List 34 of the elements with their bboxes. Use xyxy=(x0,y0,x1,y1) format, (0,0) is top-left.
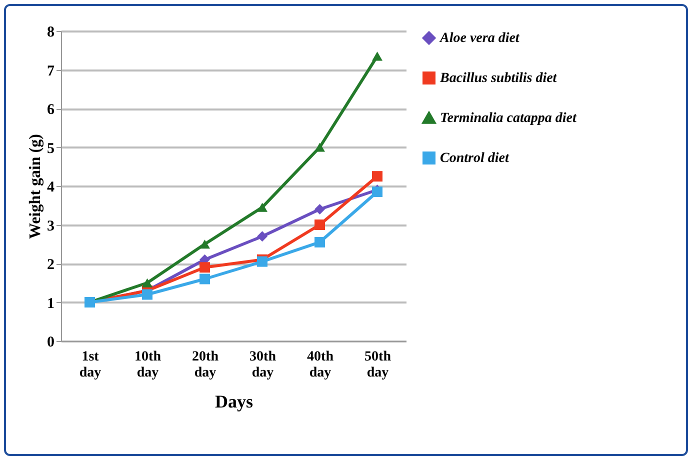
x-tick-label: 40th day xyxy=(307,350,334,380)
legend-label: Control diet xyxy=(440,151,510,166)
point xyxy=(257,231,268,242)
point xyxy=(200,274,210,284)
x-tick-label: 10th day xyxy=(134,350,162,380)
point xyxy=(314,236,325,248)
point xyxy=(314,220,325,230)
point xyxy=(142,278,152,288)
x-tick-label: 30th day xyxy=(250,350,276,380)
point xyxy=(257,202,268,212)
y-tick-label: 2 xyxy=(47,257,54,273)
point xyxy=(314,142,325,152)
point xyxy=(200,262,210,273)
x-axis-title: Days xyxy=(214,392,254,412)
legend-label: Bacillus subtilis diet xyxy=(439,71,558,86)
y-tick-label: 4 xyxy=(47,180,55,196)
x-tick-label: 50th day xyxy=(364,350,392,380)
legend-label: Terminalia catappa diet xyxy=(440,111,578,126)
x-tick-label: 1st day xyxy=(79,350,102,380)
y-tick-label: 0 xyxy=(47,334,54,350)
y-tick-label: 8 xyxy=(47,24,54,40)
point xyxy=(372,171,382,182)
point xyxy=(142,289,152,300)
point xyxy=(372,52,382,61)
y-tick-label: 1 xyxy=(47,296,54,312)
y-axis-title: Weight gain (g) xyxy=(27,134,44,239)
y-tick-label: 6 xyxy=(47,102,55,118)
point xyxy=(200,240,210,249)
point xyxy=(314,204,325,214)
y-tick-label: 5 xyxy=(47,140,54,157)
legend-label: Aloe vera diet xyxy=(439,31,520,46)
y-tick-label: 3 xyxy=(47,218,54,234)
y-tick-label: 7 xyxy=(47,63,55,80)
x-tick-label: 20th day xyxy=(192,350,219,380)
